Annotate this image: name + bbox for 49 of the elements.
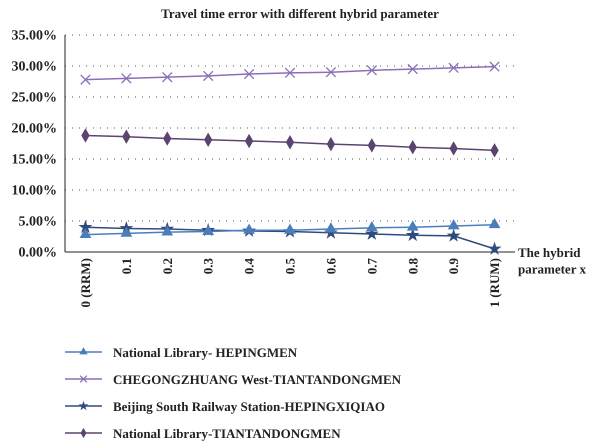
point [488, 242, 502, 255]
y-tick-label: 35.00% [12, 28, 57, 44]
point [406, 220, 419, 231]
x-tick-label: 1 (RUM) [487, 258, 502, 308]
point [202, 70, 214, 82]
x-tick-label: 0.4 [242, 258, 257, 274]
x-tick-label: 0.6 [323, 258, 338, 274]
x-tick-label: 0.2 [160, 258, 175, 274]
x-axis-title: The hybrid parameter x [518, 245, 586, 276]
point [162, 72, 173, 83]
y-tick-label: 20.00% [12, 121, 57, 136]
x-tick-label: 0.5 [282, 258, 298, 274]
x-tick-label: 0.9 [446, 258, 462, 274]
y-tick-label: 30.00% [12, 59, 57, 74]
point [80, 228, 92, 238]
point [284, 224, 296, 234]
point [325, 222, 337, 232]
y-tick-label: 5.00% [18, 214, 57, 230]
point [80, 74, 91, 86]
point [407, 64, 418, 74]
point [161, 225, 174, 236]
point [78, 220, 92, 234]
point [448, 219, 460, 230]
y-tick-label: 10.00% [12, 183, 57, 198]
point [448, 62, 460, 74]
x-tick-label: 0.3 [200, 258, 216, 274]
point [243, 224, 255, 234]
point [366, 64, 378, 76]
point [446, 228, 461, 242]
legend-label: National Library-TIANTANDONGMEN [113, 426, 342, 441]
legend-label: CHEGONGZHUANG West-TIANTANDONGMEN [113, 372, 402, 387]
y-tick-label: 25.00% [12, 90, 57, 106]
point [120, 73, 132, 84]
point [284, 67, 296, 78]
legend-label: Beijing South Railway Station-HEPINGXIQIAO [113, 399, 385, 414]
legend-label: National Library- HEPINGMEN [113, 345, 298, 360]
point [244, 68, 254, 80]
x-tick-label: 0.8 [405, 258, 420, 274]
chart-title: Travel time error with different hybrid parameter [161, 6, 440, 21]
point [120, 226, 132, 237]
point [326, 66, 336, 78]
y-tick-label: 15.00% [12, 152, 57, 168]
point [488, 218, 500, 228]
y-tick-label: 0.00% [18, 245, 57, 260]
x-tick-label: 0.7 [364, 258, 380, 274]
point [366, 221, 378, 232]
x-tick-label: 0.1 [118, 258, 134, 274]
x-tick-label: 0 (RRM) [78, 258, 94, 308]
point [489, 61, 500, 72]
